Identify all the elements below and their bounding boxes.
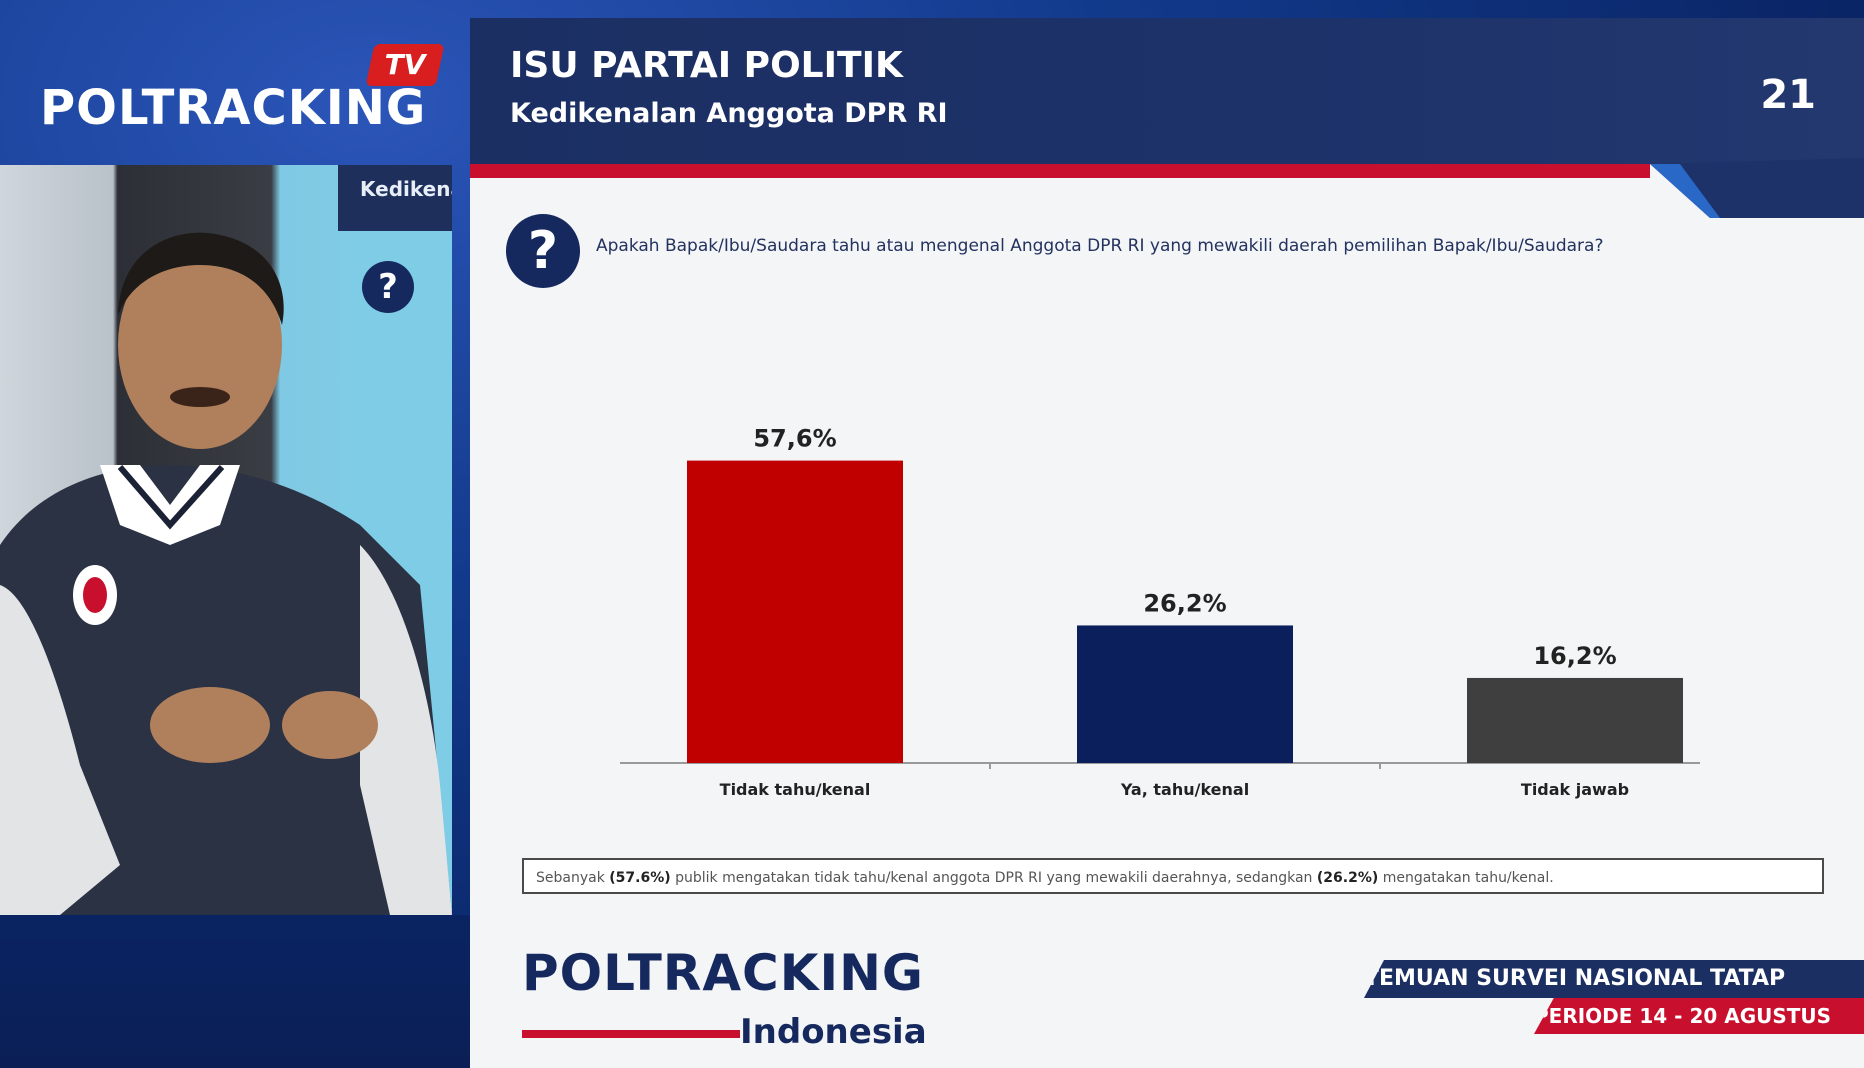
background-question-icon: ? [362,261,414,313]
category-label-3: Tidak jawab [1521,780,1629,799]
background-monitor-title: Kedikena [360,177,452,201]
summary-value-1: (57.6%) [609,870,671,886]
header-red-stripe [470,164,1650,178]
slide-title: ISU PARTAI POLITIK [510,45,903,86]
tv-badge: TV [365,44,445,86]
category-label-2: Ya, tahu/kenal [1120,780,1249,799]
brand-logo-name: POLTRACKING [522,944,924,1002]
summary-box: Sebanyak (57.6%) publik mengatakan tidak… [522,858,1824,894]
bottom-band [0,915,470,1068]
channel-logo: POLTRACKING TV [28,44,448,154]
background-monitor-header: Kedikena [338,165,452,231]
bar-3 [1467,677,1683,763]
period-label-tag: PERIODE 14 - 20 AGUSTUS 2026 [1534,998,1864,1034]
channel-logo-text: POLTRACKING [40,80,427,136]
bar-chart: 57,6% Tidak tahu/kenal 26,2% Ya, tahu/kenal… [620,425,1700,799]
presentation-slide: ISU PARTAI POLITIK Kedikenalan Anggota D… [470,18,1864,1068]
bar-2 [1077,625,1293,763]
bar-1 [687,460,903,763]
brand-logo-underline [522,1030,740,1038]
summary-value-2: (26.2%) [1316,870,1379,886]
brand-logo-sub: Indonesia [740,1012,927,1052]
summary-text-1: Sebanyak [536,870,610,886]
tv-badge-label: TV [384,48,426,81]
slide-header: ISU PARTAI POLITIK Kedikenalan Anggota D… [470,18,1864,164]
presenter-video: Kedikena ? [0,165,452,915]
summary-text-2: publik mengatakan tidak tahu/kenal anggo… [670,870,1317,886]
survey-label: TEMUAN SURVEI NASIONAL TATAP MUKA [1364,966,1786,1029]
slide-subtitle: Kedikenalan Anggota DPR RI [510,98,948,129]
bar-value-label-1: 57,6% [753,425,836,453]
category-label-1: Tidak tahu/kenal [720,780,871,799]
brand-logo: POLTRACKING Indonesia [522,948,942,1058]
presenter-figure [0,232,452,915]
bar-value-label-2: 26,2% [1143,589,1226,617]
survey-question: Apakah Bapak/Ibu/Saudara tahu atau menge… [596,236,1604,256]
question-icon: ? [506,214,580,288]
slide-page-number: 21 [1760,72,1816,118]
period-label: PERIODE 14 - 20 AGUSTUS 2026 [1534,1004,1832,1064]
header-corner-wedge [1650,158,1864,218]
survey-label-tag: TEMUAN SURVEI NASIONAL TATAP MUKA [1364,960,1864,998]
summary-text-3: mengatakan tahu/kenal. [1378,870,1554,886]
bar-value-label-3: 16,2% [1533,642,1616,670]
